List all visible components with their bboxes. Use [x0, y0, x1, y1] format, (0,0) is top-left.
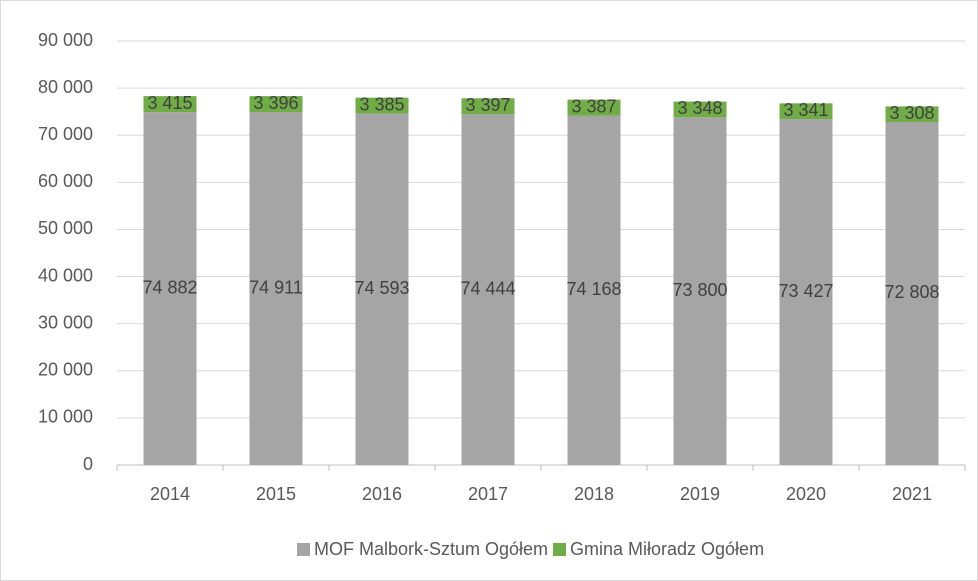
value-label: 74 444	[460, 278, 515, 298]
x-tick-label: 2019	[680, 484, 720, 504]
x-tick-label: 2020	[786, 484, 826, 504]
bar-segment	[567, 99, 621, 116]
value-label: 3 308	[889, 103, 934, 123]
value-label: 3 415	[147, 93, 192, 113]
y-tick-label: 20 000	[38, 360, 93, 380]
bar-segment	[355, 97, 409, 114]
value-label: 74 911	[249, 277, 303, 297]
bar-segment	[461, 114, 515, 465]
bar-segment	[673, 101, 727, 118]
bar-segment	[885, 121, 939, 466]
y-tick-label: 70 000	[38, 124, 93, 144]
value-label: 3 397	[465, 95, 510, 115]
legend-swatch	[553, 543, 566, 556]
x-tick-label: 2021	[892, 484, 932, 504]
value-label: 74 593	[354, 278, 409, 298]
bar-segment	[885, 106, 939, 122]
bar-segment	[673, 117, 727, 465]
x-tick-label: 2015	[256, 484, 296, 504]
value-label: 3 348	[677, 98, 722, 118]
legend-swatch	[297, 543, 310, 556]
y-tick-label: 0	[83, 454, 93, 474]
bar-segment	[249, 96, 303, 113]
value-label: 73 800	[672, 280, 727, 300]
y-tick-label: 90 000	[38, 30, 93, 50]
bar-segment	[355, 113, 409, 465]
y-tick-label: 50 000	[38, 218, 93, 238]
bar-segment	[249, 112, 303, 466]
bar-segment	[567, 115, 621, 466]
x-tick-label: 2017	[468, 484, 508, 504]
legend-label: MOF Malbork-Sztum Ogółem	[314, 539, 548, 559]
value-label: 3 387	[571, 96, 616, 116]
y-tick-label: 30 000	[38, 312, 93, 332]
value-label: 3 341	[783, 100, 828, 120]
y-tick-label: 80 000	[38, 77, 93, 97]
y-tick-label: 40 000	[38, 265, 93, 285]
bar-segment	[143, 112, 197, 465]
value-label: 74 882	[142, 277, 197, 297]
x-tick-label: 2018	[574, 484, 614, 504]
legend-label: Gmina Miłoradz Ogółem	[570, 539, 764, 559]
bar-segment	[461, 98, 515, 115]
value-label: 73 427	[778, 281, 833, 301]
y-tick-label: 60 000	[38, 171, 93, 191]
bar-segment	[143, 96, 197, 113]
value-label: 72 808	[884, 282, 939, 302]
bar-segment	[779, 103, 833, 120]
x-tick-label: 2016	[362, 484, 402, 504]
value-label: 74 168	[566, 279, 621, 299]
x-tick-label: 2014	[150, 484, 190, 504]
value-label: 3 396	[253, 93, 298, 113]
bar-segment	[779, 119, 833, 466]
y-tick-label: 10 000	[38, 407, 93, 427]
value-label: 3 385	[359, 94, 404, 114]
